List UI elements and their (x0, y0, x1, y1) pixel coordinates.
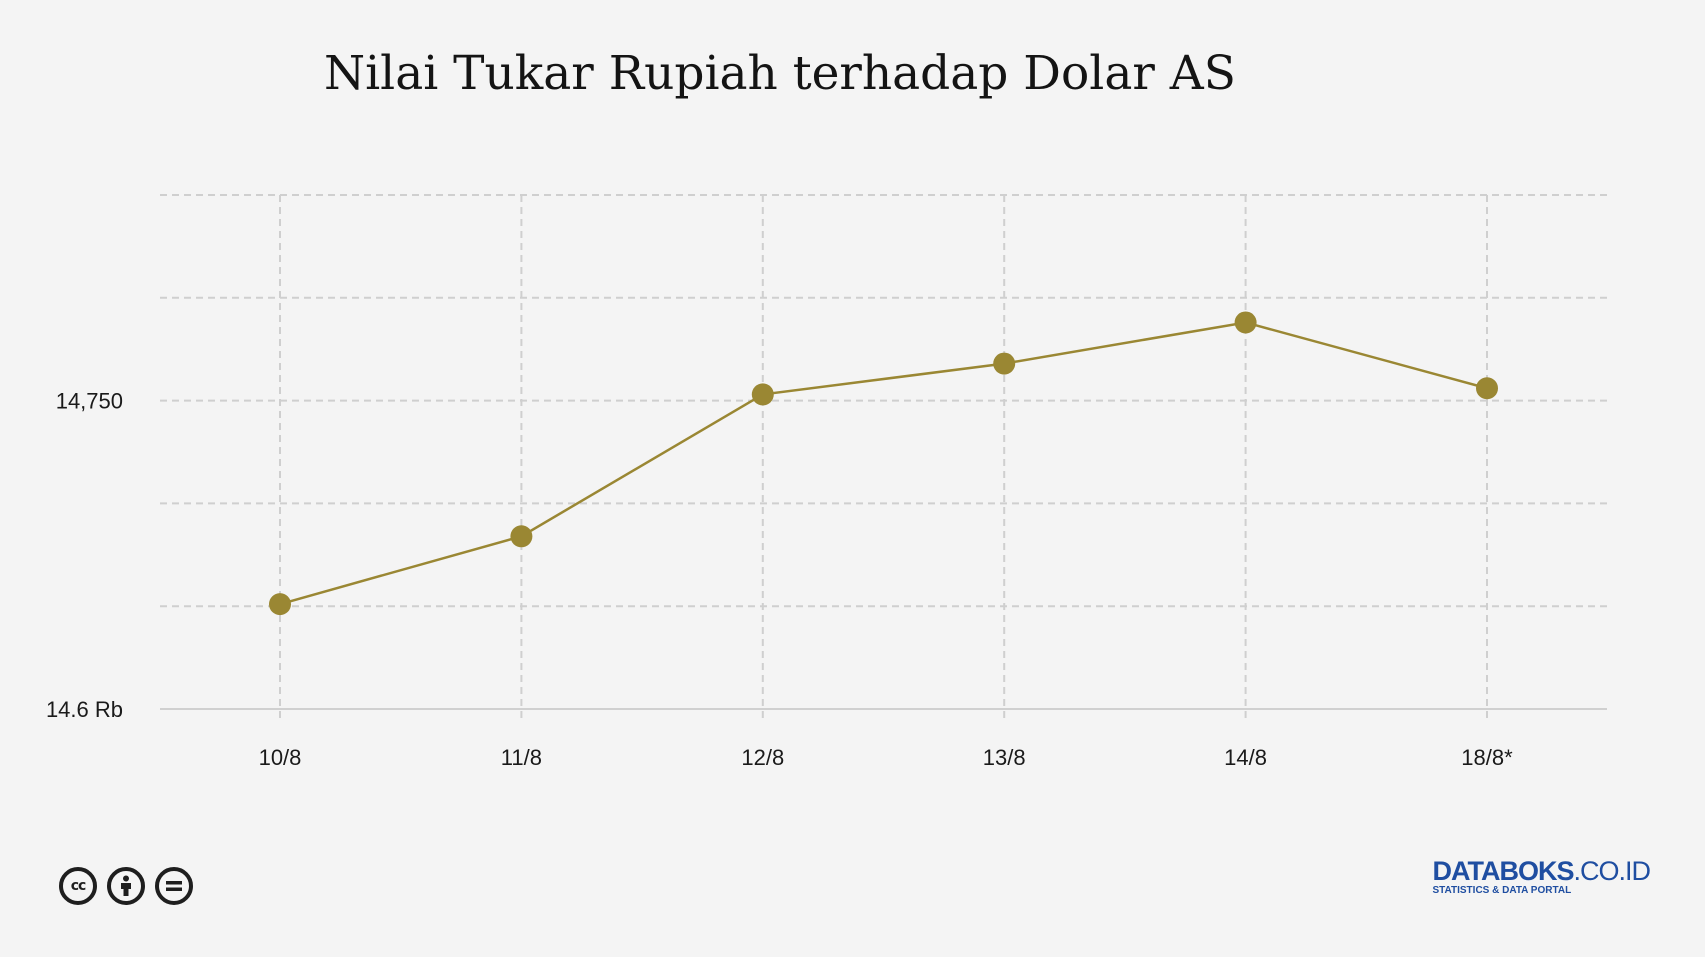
data-point (1234, 311, 1257, 334)
cc-icon: cc (59, 867, 97, 905)
x-tick-label: 13/8 (983, 745, 1026, 770)
brand-name: DATABOKS.CO.ID (1432, 856, 1651, 886)
data-point (1476, 377, 1498, 400)
axes: 14.6 Rb 14,750 10/8 11/8 12/8 13/8 14/8 18/8* (46, 389, 1607, 770)
databoks-logo: DATABOKS.CO.ID STATISTICS & DATA PORTAL (1432, 856, 1651, 896)
series-line (279, 321, 1488, 606)
no-derivatives-icon (155, 867, 193, 905)
license-icons: cc (59, 867, 193, 905)
x-tick-label: 11/8 (501, 745, 542, 770)
grid (160, 194, 1607, 723)
x-tick-label: 12/8 (741, 745, 784, 770)
brand-tagline: STATISTICS & DATA PORTAL (1432, 885, 1572, 896)
data-point (510, 525, 533, 548)
x-tick-label: 14/8 (1224, 745, 1267, 770)
chart-title: Nilai Tukar Rupiah terhadap Dolar AS (324, 46, 1236, 101)
data-point (751, 383, 774, 406)
data-point (269, 593, 291, 616)
y-tick-label: 14,750 (56, 389, 123, 414)
y-tick-label: 14.6 Rb (46, 697, 123, 722)
by-person-icon (107, 867, 145, 905)
series (269, 311, 1498, 616)
data-point (993, 352, 1016, 375)
x-tick-label: 18/8* (1461, 745, 1513, 770)
x-tick-label: 10/8 (259, 745, 302, 770)
